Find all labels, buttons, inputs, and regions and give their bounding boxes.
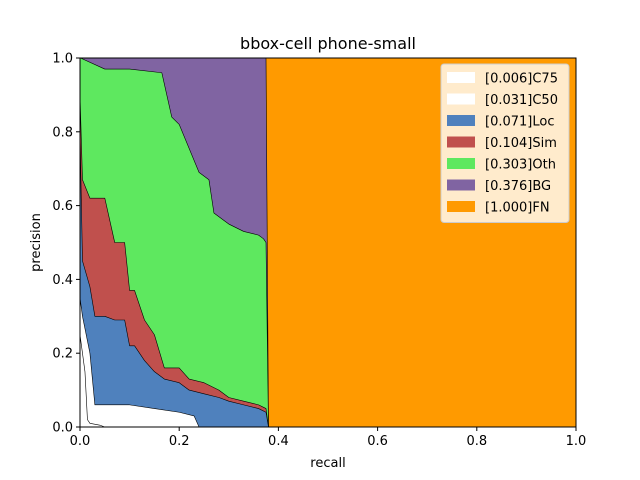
legend-swatch-1-000-fn (447, 201, 475, 212)
legend-swatch-0-303-oth (447, 158, 475, 169)
legend-label-0-303-oth: [0.303]Oth (485, 158, 556, 173)
legend-swatch-0-031-c50 (447, 93, 475, 105)
y-tick-label: 0.4 (52, 273, 73, 288)
legend-label-0-104-sim: [0.104]Sim (485, 136, 557, 151)
x-axis: 0.0 0.2 0.4 0.6 0.8 1.0 (70, 427, 587, 449)
legend-swatch-0-071-loc (447, 115, 475, 126)
legend-label-1-000-fn: [1.000]FN (485, 201, 550, 216)
legend-swatch-0-376-bg (447, 179, 475, 191)
legend: [0.006]C75 [0.031]C50 [0.071]Loc [0.104]Sim… (440, 63, 570, 223)
y-tick-label: 0.0 (52, 421, 73, 436)
x-tick-label: 0.2 (169, 434, 190, 449)
plot-frame (79, 57, 577, 428)
x-tick-label: 1.0 (566, 434, 587, 449)
x-tick-label: 0.0 (70, 434, 91, 449)
y-tick-label: 0.6 (52, 199, 73, 214)
area-0-006-c75 (79, 334, 106, 428)
chart-title: bbox-cell phone-small (240, 34, 416, 53)
legend-label-0-031-c50: [0.031]C50 (485, 93, 558, 108)
legend-label-0-006-c75: [0.006]C75 (485, 72, 558, 87)
x-tick-label: 0.4 (268, 434, 289, 449)
x-tick-label: 0.8 (466, 434, 487, 449)
legend-swatch-0-104-sim (447, 136, 475, 148)
legend-label-0-071-loc: [0.071]Loc (485, 115, 554, 130)
y-tick-label: 0.2 (52, 347, 73, 362)
legend-label-0-376-bg: [0.376]BG (485, 179, 551, 194)
y-axis-label: precision (29, 213, 44, 272)
x-tick-label: 0.6 (367, 434, 388, 449)
legend-swatch-0-006-c75 (447, 72, 475, 83)
area-0-071-loc (79, 131, 269, 428)
y-tick-label: 0.8 (52, 125, 73, 140)
x-axis-label: recall (310, 456, 345, 471)
y-axis: 0.0 0.2 0.4 0.6 0.8 1.0 (52, 52, 80, 436)
area-0-031-c50 (79, 297, 200, 428)
y-tick-label: 1.0 (52, 52, 73, 67)
